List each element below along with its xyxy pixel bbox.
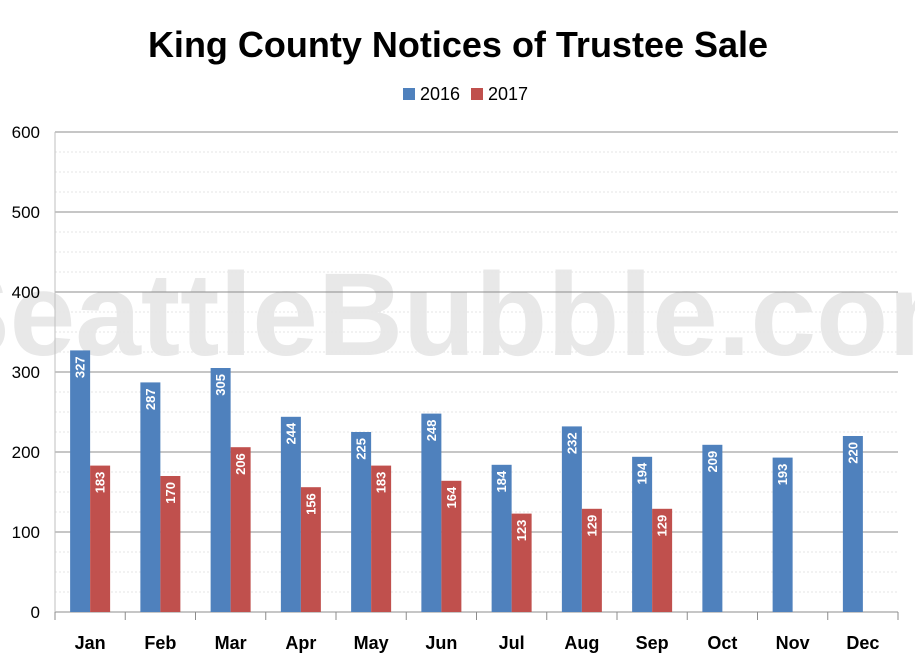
x-axis-ticks: Jan Feb Mar Apr May Jun Jul Aug Sep Oct Nov Dec bbox=[54, 612, 899, 653]
bar-2016-Nov bbox=[772, 457, 793, 612]
bar-2017-Feb bbox=[160, 476, 181, 612]
x-tick-label: Dec bbox=[846, 633, 879, 653]
data-label-2017-Aug: 129 bbox=[584, 515, 599, 537]
legend: 2016 2017 bbox=[403, 84, 528, 104]
chart-title: King County Notices of Trustee Sale bbox=[148, 24, 768, 65]
data-label-2016-Dec: 220 bbox=[845, 442, 860, 464]
data-label-2017-Jan: 183 bbox=[93, 472, 108, 494]
y-tick-label: 100 bbox=[12, 523, 40, 542]
data-label-2016-Aug: 232 bbox=[564, 432, 579, 454]
bar-2016-Aug bbox=[561, 426, 582, 612]
data-label-2017-Jun: 164 bbox=[444, 486, 459, 508]
y-tick-label: 300 bbox=[12, 363, 40, 382]
bars bbox=[70, 350, 863, 612]
bar-2016-Oct bbox=[702, 444, 723, 612]
x-tick-label: Aug bbox=[564, 633, 599, 653]
x-tick-label: Jan bbox=[75, 633, 106, 653]
bar-2016-Mar bbox=[210, 368, 231, 612]
bar-2017-Aug bbox=[581, 508, 602, 612]
bar-2017-Jan bbox=[90, 465, 111, 612]
bar-2017-May bbox=[371, 465, 392, 612]
grid-lines bbox=[54, 131, 898, 613]
x-tick-label: Mar bbox=[215, 633, 247, 653]
y-axis-ticks: 0 100 200 300 400 500 600 bbox=[12, 123, 40, 622]
data-label-2017-Feb: 170 bbox=[163, 482, 178, 504]
bar-2016-May bbox=[351, 432, 372, 612]
data-labels: 327 183 287 170 305 206 244 156 225 183 248 164 184 1… bbox=[73, 356, 861, 541]
x-tick-label: Nov bbox=[776, 633, 810, 653]
data-label-2017-May: 183 bbox=[374, 472, 389, 494]
x-tick-label: Feb bbox=[144, 633, 176, 653]
watermark: SeattleBubble.com bbox=[0, 249, 915, 381]
data-label-2017-Mar: 206 bbox=[233, 453, 248, 475]
data-label-2016-Feb: 287 bbox=[143, 388, 158, 410]
bar-2017-Jul bbox=[511, 513, 532, 612]
bar-2017-Apr bbox=[300, 487, 321, 612]
data-label-2016-Jan: 327 bbox=[73, 356, 88, 378]
y-tick-label: 200 bbox=[12, 443, 40, 462]
data-label-2017-Jul: 123 bbox=[514, 520, 529, 542]
data-label-2016-Apr: 244 bbox=[283, 422, 298, 444]
data-label-2016-Jul: 184 bbox=[494, 470, 509, 492]
bar-2016-Jan bbox=[70, 350, 91, 612]
data-label-2016-Nov: 193 bbox=[775, 464, 790, 486]
data-label-2016-May: 225 bbox=[354, 438, 369, 460]
x-tick-label: Jun bbox=[425, 633, 457, 653]
x-tick-label: May bbox=[354, 633, 389, 653]
data-label-2017-Apr: 156 bbox=[303, 493, 318, 515]
bar-2017-Jun bbox=[441, 480, 462, 612]
y-tick-label: 500 bbox=[12, 203, 40, 222]
y-tick-label: 400 bbox=[12, 283, 40, 302]
bar-2016-Apr bbox=[280, 416, 301, 612]
x-tick-label: Apr bbox=[285, 633, 316, 653]
bar-2016-Dec bbox=[842, 436, 863, 612]
x-tick-label: Oct bbox=[707, 633, 737, 653]
y-tick-label: 0 bbox=[31, 603, 40, 622]
data-label-2016-Sep: 194 bbox=[635, 462, 650, 484]
x-tick-label: Sep bbox=[636, 633, 669, 653]
data-label-2016-Mar: 305 bbox=[213, 374, 228, 396]
bar-2016-Jun bbox=[421, 413, 442, 612]
legend-label-2016: 2016 bbox=[420, 84, 460, 104]
data-label-2016-Oct: 209 bbox=[705, 451, 720, 473]
bar-2016-Jul bbox=[491, 464, 512, 612]
bar-2016-Sep bbox=[632, 456, 653, 612]
legend-swatch-2017 bbox=[471, 88, 483, 100]
legend-swatch-2016 bbox=[403, 88, 415, 100]
data-label-2017-Sep: 129 bbox=[655, 515, 670, 537]
data-label-2016-Jun: 248 bbox=[424, 420, 439, 442]
bar-2016-Feb bbox=[140, 382, 161, 612]
bar-2017-Sep bbox=[652, 508, 673, 612]
bar-2017-Mar bbox=[230, 447, 251, 612]
legend-label-2017: 2017 bbox=[488, 84, 528, 104]
x-tick-label: Jul bbox=[499, 633, 525, 653]
y-tick-label: 600 bbox=[12, 123, 40, 142]
